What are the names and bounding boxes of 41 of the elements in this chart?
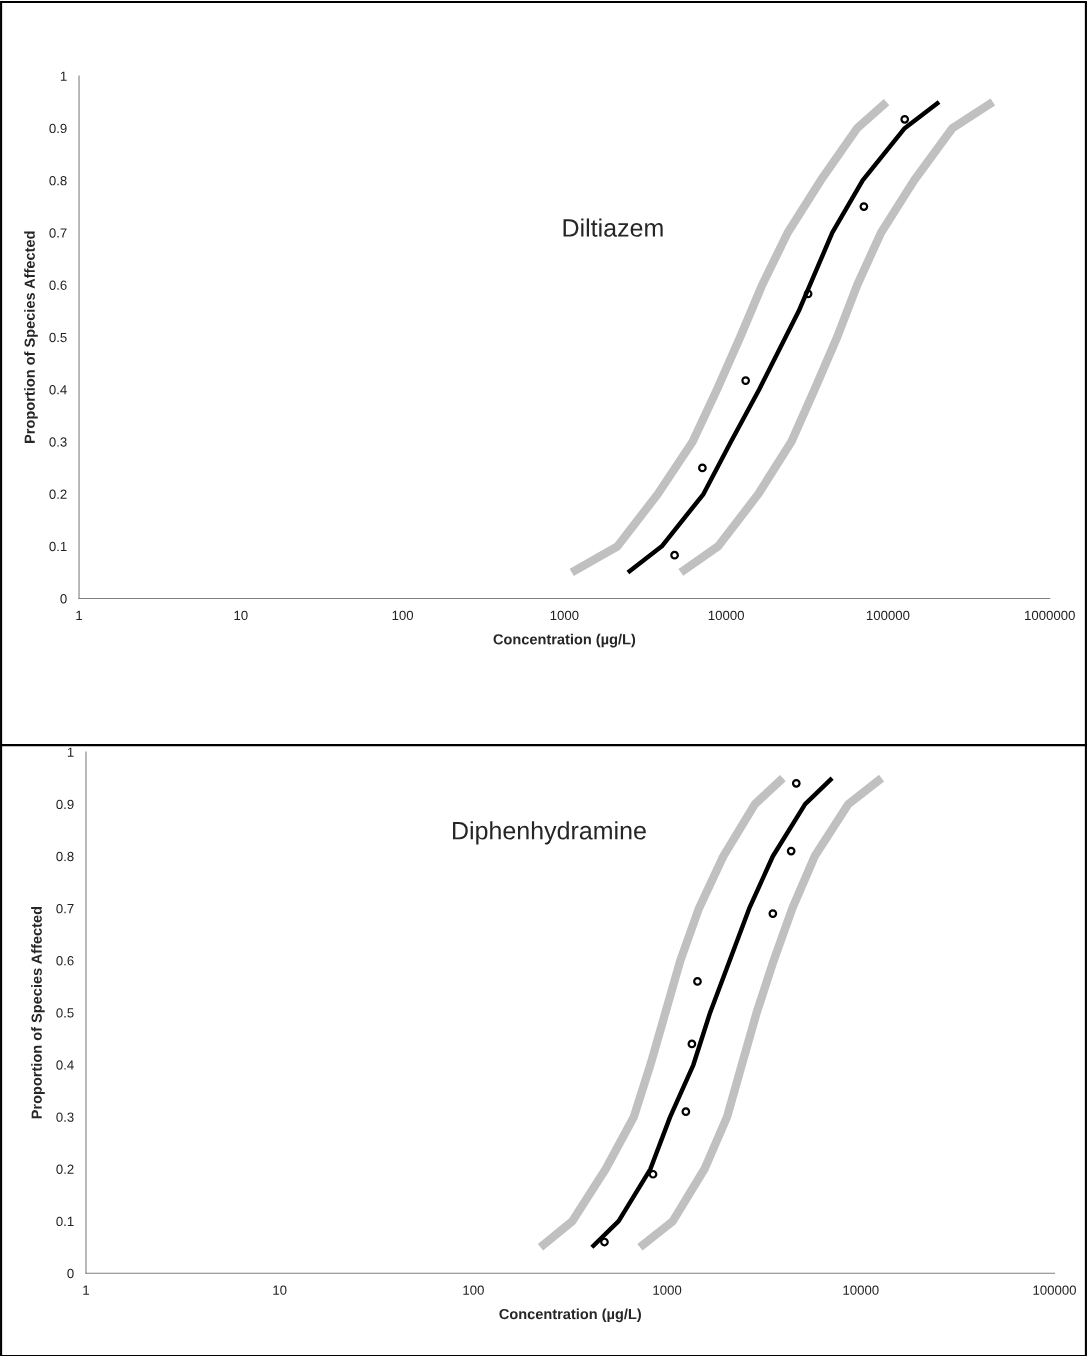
y-tick-label: 0.9 [49, 123, 67, 134]
y-axis-title: Proportion of Species Affected [24, 231, 38, 443]
y-tick-label: 0.5 [49, 332, 67, 343]
annotation: Diltiazem [563, 218, 663, 237]
x-tick-label: 1000 [550, 610, 579, 621]
y-tick-label: 0.6 [56, 956, 74, 966]
y-tick-label: 0.1 [49, 541, 67, 552]
x-tick-label: 10000 [708, 610, 744, 621]
y-tick-label: 0.1 [56, 1216, 74, 1227]
x-tick-label: 10000 [843, 1285, 879, 1295]
x-tick-label: 1000000 [1025, 610, 1075, 621]
y-tick-label: 0.2 [49, 489, 67, 499]
x-tick-label: 100 [392, 610, 414, 621]
y-tick-label: 0.2 [56, 1164, 74, 1174]
y-tick-label: 1 [60, 71, 67, 81]
x-tick-label: 100 [463, 1285, 484, 1295]
y-tick-label: 0.3 [49, 437, 67, 447]
y-tick-label: 0.8 [56, 851, 74, 862]
x-tick-label: 100000 [1033, 1285, 1076, 1295]
x-tick-label: 10 [234, 610, 248, 621]
y-tick-label: 0 [67, 1268, 74, 1279]
x-axis-title: Concentration (µg/L) [493, 633, 636, 648]
y-tick-label: 0.4 [49, 385, 67, 395]
y-tick-label: 0.6 [49, 280, 67, 290]
x-tick-label: 1 [83, 1285, 90, 1295]
x-tick-label: 1000 [653, 1285, 682, 1295]
y-tick-label: 0.7 [49, 228, 67, 238]
x-tick-label: 1 [76, 610, 83, 620]
y-tick-label: 0.9 [56, 799, 74, 810]
y-tick-label: 0.3 [56, 1112, 74, 1122]
y-axis-title: Proportion of Species Affected [31, 906, 45, 1119]
y-tick-label: 1 [67, 747, 74, 757]
annotation: Diphenhydramine [453, 821, 646, 845]
x-axis-title: Concentration (µg/L) [499, 1308, 641, 1323]
y-tick-label: 0 [60, 594, 67, 604]
x-tick-label: 10 [273, 1285, 287, 1295]
y-tick-label: 0.8 [49, 176, 67, 186]
x-tick-label: 100000 [866, 610, 910, 621]
y-tick-label: 0.4 [56, 1060, 74, 1070]
y-tick-label: 0.7 [56, 903, 74, 914]
y-tick-label: 0.5 [56, 1008, 74, 1018]
